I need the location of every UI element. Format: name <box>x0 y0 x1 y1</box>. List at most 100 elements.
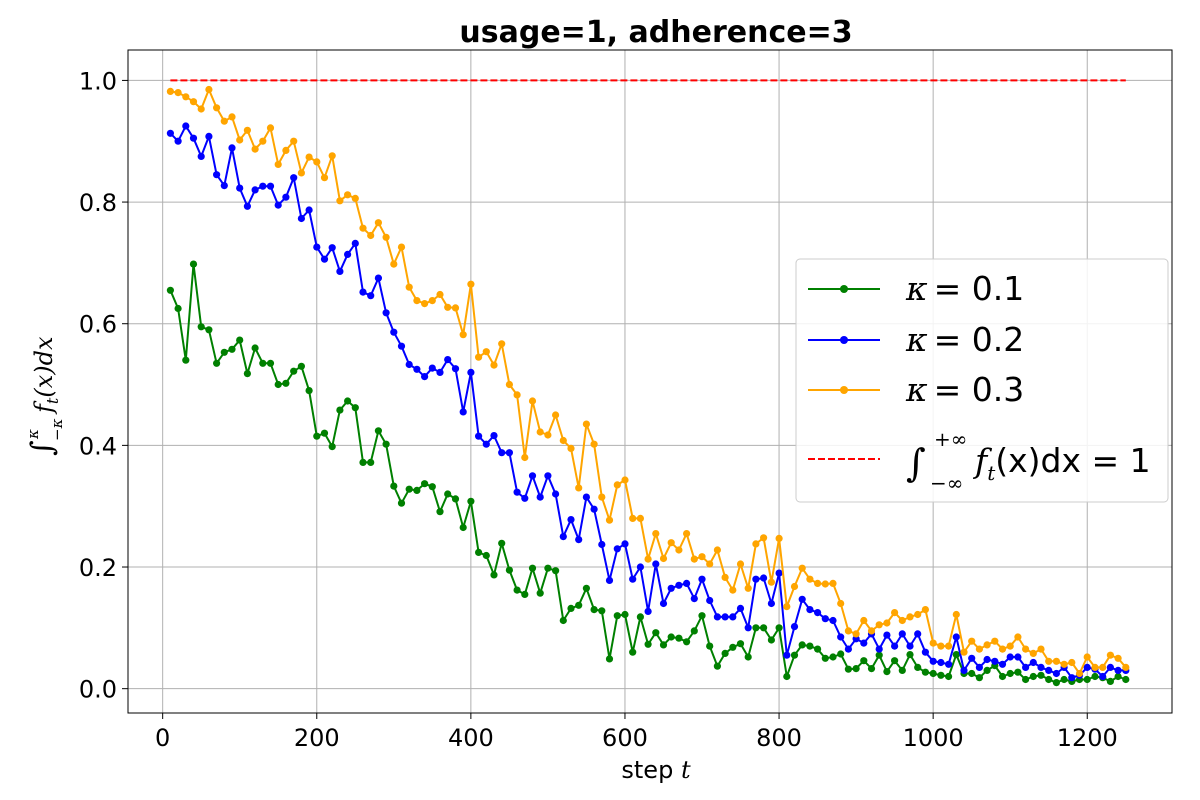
data-point <box>690 555 698 563</box>
data-point <box>921 648 930 656</box>
data-point <box>413 486 421 494</box>
data-point <box>598 540 606 549</box>
legend-box <box>795 258 1169 503</box>
plot-series <box>166 79 1130 687</box>
data-point <box>567 444 575 452</box>
data-point <box>706 642 714 650</box>
x-tick-label: 800 <box>756 724 802 752</box>
data-point <box>536 428 544 436</box>
y-tick-label: 0.4 <box>79 432 117 460</box>
data-point <box>790 582 799 591</box>
legend-reference-integral: ∫ <box>906 441 926 485</box>
data-point <box>798 564 806 572</box>
x-tick-label: 1200 <box>1057 724 1118 752</box>
data-point <box>883 619 891 627</box>
data-point <box>382 233 390 241</box>
legend-label-kappa-0-1: κ = 0.1 <box>905 269 1024 308</box>
data-point <box>1022 645 1030 653</box>
data-point <box>783 651 791 659</box>
data-point <box>983 655 991 664</box>
data-point <box>374 274 382 282</box>
legend-kappa-value: = 0.1 <box>934 269 1025 308</box>
data-point <box>197 105 205 113</box>
data-point <box>359 224 367 232</box>
data-point <box>667 633 675 641</box>
data-point <box>367 292 375 300</box>
data-point <box>1083 675 1091 684</box>
data-point <box>189 98 198 106</box>
data-point <box>945 642 953 650</box>
data-point <box>236 184 244 192</box>
data-point <box>690 627 698 635</box>
data-point <box>274 160 282 168</box>
data-point <box>613 612 621 620</box>
data-point <box>960 666 968 675</box>
data-point <box>1006 653 1014 661</box>
data-point <box>251 186 259 194</box>
data-point <box>189 134 198 142</box>
data-point <box>675 634 683 642</box>
data-point <box>243 126 251 134</box>
data-point <box>998 645 1007 653</box>
data-point <box>351 239 359 247</box>
data-point <box>752 624 760 632</box>
data-point <box>397 499 406 507</box>
data-point <box>413 297 421 305</box>
data-point <box>236 336 244 344</box>
data-point <box>929 657 937 665</box>
data-point <box>898 630 906 638</box>
data-point <box>236 136 244 144</box>
data-point <box>459 331 467 339</box>
data-point <box>598 607 606 615</box>
data-point <box>667 539 675 547</box>
data-point <box>1006 669 1014 678</box>
data-point <box>744 584 752 592</box>
data-point <box>459 408 467 416</box>
data-point <box>444 303 452 311</box>
legend-label-kappa-0-2: κ = 0.2 <box>905 320 1024 359</box>
data-point <box>467 497 475 505</box>
data-point <box>790 623 799 631</box>
data-point <box>906 642 914 650</box>
data-point <box>444 490 452 498</box>
data-point <box>1052 679 1060 687</box>
data-point <box>829 616 837 625</box>
data-point <box>736 604 745 613</box>
y-axis-label: ∫ κ −κ ft(x)dx <box>24 336 66 456</box>
data-point <box>1037 663 1045 672</box>
data-point <box>1052 657 1060 665</box>
data-point <box>1029 658 1037 667</box>
data-point <box>513 391 521 399</box>
data-point <box>266 124 275 132</box>
series-1 <box>166 122 1130 682</box>
data-point <box>544 564 552 572</box>
legend-reference-sub: t <box>987 461 996 485</box>
data-point <box>405 283 413 291</box>
data-point <box>482 348 490 356</box>
data-point <box>282 146 290 154</box>
data-point <box>914 630 922 638</box>
legend-marker-kappa-0-2 <box>840 336 848 344</box>
data-point <box>528 564 537 572</box>
data-point <box>767 578 776 586</box>
data-point <box>713 546 722 554</box>
data-point <box>336 197 344 205</box>
data-point <box>220 182 228 190</box>
data-point <box>775 534 783 543</box>
data-point <box>844 665 853 673</box>
data-point <box>205 326 213 334</box>
data-point <box>482 551 490 560</box>
data-point <box>228 113 236 121</box>
data-point <box>621 476 629 484</box>
legend-reference-lower: −∞ <box>930 471 963 495</box>
data-point <box>521 453 529 462</box>
data-point <box>629 575 637 583</box>
data-point <box>213 359 221 367</box>
data-point <box>282 379 290 387</box>
data-point <box>290 174 298 182</box>
data-point <box>937 642 945 650</box>
data-point <box>636 613 645 621</box>
legend-label-kappa-0-3: κ = 0.3 <box>905 370 1024 409</box>
data-point <box>228 144 236 152</box>
data-point <box>736 640 745 648</box>
